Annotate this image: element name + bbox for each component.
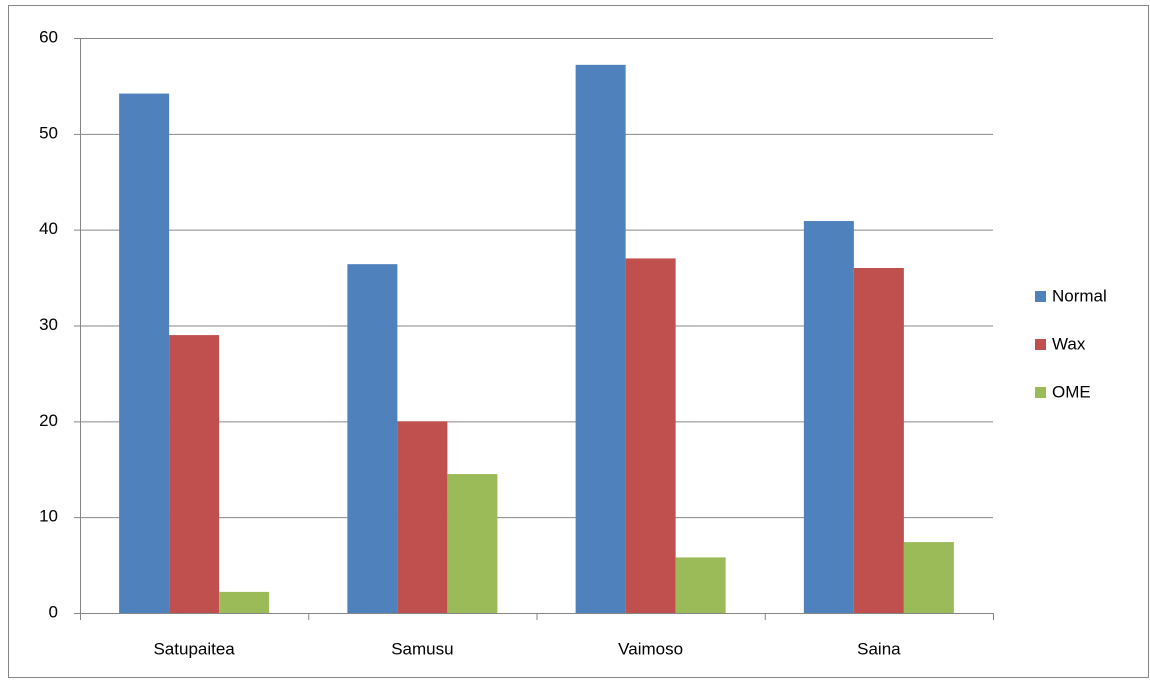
legend-label: Normal [1052, 286, 1107, 305]
y-tick-label: 40 [39, 219, 58, 238]
bar [853, 268, 904, 613]
x-tick-label: Samusu [391, 639, 453, 658]
bar [675, 557, 726, 613]
bar [575, 64, 626, 614]
bar [119, 93, 170, 614]
x-tick-label: Vaimoso [618, 639, 683, 658]
y-tick-label: 20 [39, 411, 58, 430]
legend-swatch [1035, 387, 1046, 398]
bar [219, 591, 270, 613]
bar [447, 474, 498, 613]
legend-swatch [1035, 339, 1046, 350]
bar [347, 264, 398, 613]
bar [903, 542, 954, 613]
legend-swatch [1035, 291, 1046, 302]
bar [625, 258, 676, 613]
y-tick-label: 60 [39, 27, 58, 46]
x-tick-label: Satupaitea [153, 639, 235, 658]
bar [803, 221, 854, 613]
x-tick-label: Saina [857, 639, 901, 658]
bar [397, 421, 448, 613]
y-tick-label: 50 [39, 123, 58, 142]
y-tick-label: 30 [39, 315, 58, 334]
legend-label: OME [1052, 382, 1091, 401]
y-tick-label: 10 [39, 507, 58, 526]
y-tick-label: 0 [49, 602, 58, 621]
legend-label: Wax [1052, 334, 1086, 353]
bar [169, 335, 220, 613]
